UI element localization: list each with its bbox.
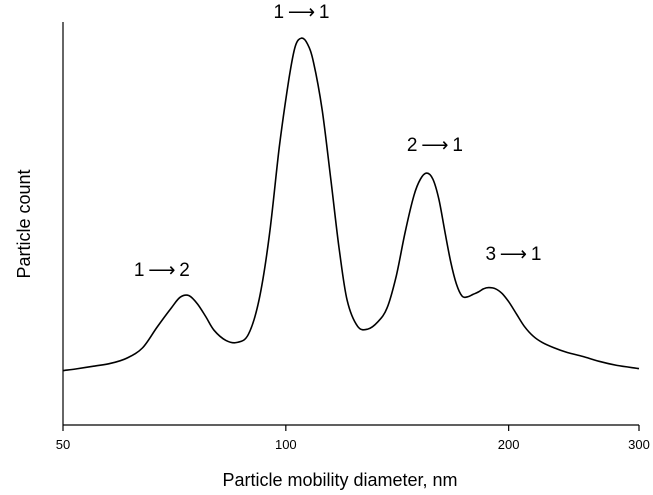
peak-label: 3 ⟶ 1	[485, 244, 541, 265]
peak-label: 1 ⟶ 1	[274, 2, 330, 23]
x-tick-label: 200	[498, 437, 520, 452]
x-tick-label: 100	[275, 437, 297, 452]
peak-label: 2 ⟶ 1	[407, 135, 463, 156]
y-axis-title: Particle count	[14, 169, 34, 278]
axes	[62, 22, 639, 426]
x-axis-title: Particle mobility diameter, nm	[222, 470, 457, 490]
x-tick-label: 50	[56, 437, 70, 452]
plot-area	[62, 37, 640, 372]
x-tick-label: 300	[628, 437, 650, 452]
x-axis-ticks: 50 100 200 300	[56, 425, 650, 452]
peak-label: 1 ⟶ 2	[134, 260, 190, 281]
distribution-curve	[62, 37, 640, 372]
peak-annotations: 1 ⟶ 2 1 ⟶ 1 2 ⟶ 1 3 ⟶ 1	[134, 2, 542, 281]
